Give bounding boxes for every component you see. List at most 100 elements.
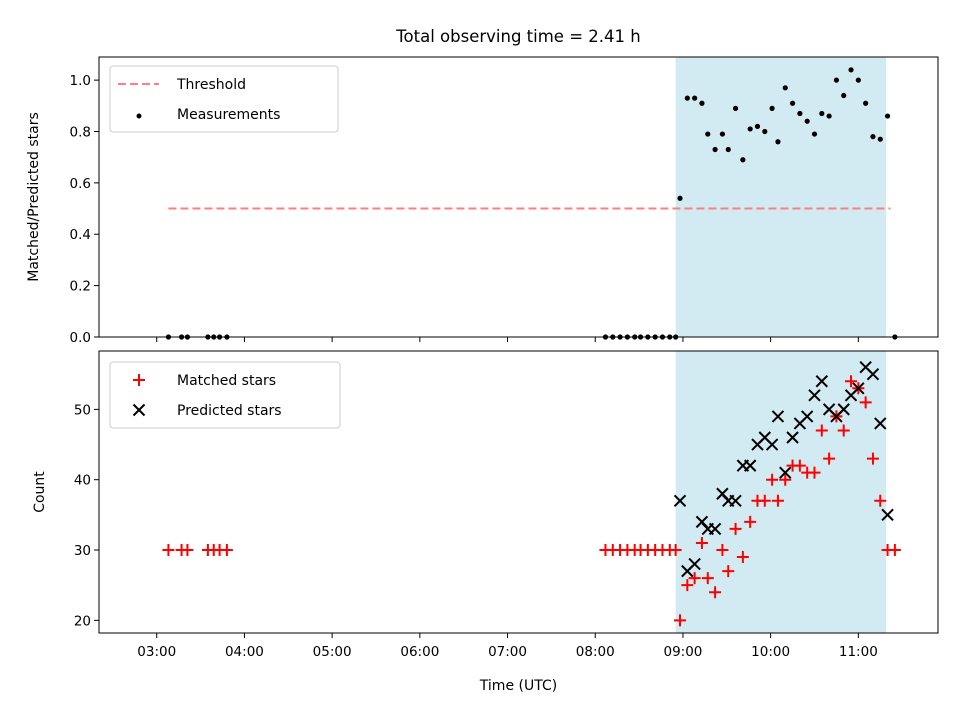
top-panel: 0.0 0.2 0.4 0.6 0.8 1.0 Matched/Predicted sta… — [26, 56, 939, 346]
measurements-legend-swatch — [136, 113, 142, 119]
measurement-point — [775, 139, 781, 145]
measurement-point — [811, 131, 818, 137]
y-tick-label: 0.8 — [70, 124, 91, 140]
measurement-point — [719, 131, 726, 137]
x-tick-label: 03:00 — [137, 644, 176, 660]
predicted-star-point — [786, 431, 799, 444]
predicted-star-point — [688, 557, 701, 571]
measurement-point — [769, 105, 775, 111]
measurement-point — [712, 146, 718, 153]
matched-star-point — [688, 572, 701, 585]
matched-star-point — [874, 494, 887, 507]
bottom-legend: Matched stars Predicted stars — [109, 361, 341, 429]
measurements-legend-label: Measurements — [177, 107, 280, 123]
measurement-point — [705, 131, 711, 137]
predicted-star-point — [815, 375, 829, 388]
predicted-star-point — [729, 494, 742, 507]
y-tick-label: 0.4 — [70, 227, 91, 243]
y-tick-label: 0.6 — [70, 176, 91, 192]
measurement-point — [863, 100, 869, 106]
top-plot-frame — [98, 56, 939, 338]
top-axis-ticks: 0.0 0.2 0.4 0.6 0.8 1.0 — [70, 73, 859, 346]
bottom-panel: 20 30 40 50 03:00 04:00 05:00 06:00 07:00 08:00 09… — [32, 350, 939, 694]
matched-star-point — [845, 375, 858, 388]
predicted-star-point — [800, 410, 814, 423]
top-y-axis-label: Matched/Predicted stars — [26, 112, 42, 282]
measurement-point — [841, 92, 847, 99]
matched-star-point — [220, 544, 233, 557]
x-tick-label: 04:00 — [225, 644, 264, 660]
matched-legend-swatch — [133, 374, 145, 386]
predicted-legend-label: Predicted stars — [177, 403, 282, 419]
predicted-legend-swatch — [132, 403, 146, 417]
y-tick-label: 40 — [74, 473, 91, 489]
predicted-star-point — [852, 382, 865, 395]
matched-star-point — [866, 452, 879, 465]
matched-legend-label: Matched stars — [177, 373, 276, 389]
observing-interval-shade-bottom — [675, 351, 887, 633]
matched-star-point — [758, 494, 771, 507]
x-tick-label: 10:00 — [751, 644, 790, 660]
measurement-point — [804, 118, 810, 124]
x-tick-label: 08:00 — [576, 644, 615, 660]
y-tick-label: 30 — [74, 543, 91, 559]
matched-star-point — [722, 565, 735, 578]
predicted-star-point — [837, 403, 850, 416]
bottom-plot-frame — [98, 350, 939, 634]
matched-star-point — [729, 522, 742, 535]
matched-star-point — [779, 473, 792, 486]
predicted-stars-points — [673, 360, 894, 578]
y-tick-label: 0.0 — [70, 330, 91, 346]
matched-star-point — [793, 459, 806, 472]
measurement-point — [870, 134, 876, 140]
predicted-star-point — [779, 466, 792, 479]
predicted-star-point — [765, 438, 779, 451]
predicted-star-point — [708, 522, 722, 536]
matched-star-point — [823, 452, 836, 465]
measurement-point — [762, 128, 768, 135]
measurement-point — [848, 67, 854, 73]
matched-stars-points — [162, 375, 901, 627]
measurement-point — [884, 113, 891, 119]
matched-star-point — [669, 544, 682, 557]
bottom-y-axis-label: Count — [32, 471, 48, 513]
matched-star-point — [859, 396, 872, 409]
measurement-point — [877, 136, 883, 142]
predicted-star-point — [808, 389, 821, 402]
measurement-point — [699, 100, 705, 106]
measurement-point — [684, 95, 690, 101]
measurement-point — [797, 110, 803, 117]
predicted-star-point — [673, 494, 687, 507]
measurement-point — [725, 146, 731, 153]
x-tick-label: 05:00 — [313, 644, 352, 660]
bottom-legend-box — [109, 361, 341, 429]
x-tick-label: 07:00 — [488, 644, 527, 660]
matched-star-point — [181, 544, 194, 557]
measurement-point — [833, 77, 840, 83]
matched-star-point — [681, 579, 694, 592]
matched-star-point — [701, 572, 714, 585]
matched-star-point — [837, 424, 850, 437]
matched-star-point — [815, 424, 828, 437]
measurement-point — [754, 123, 761, 129]
matched-star-point — [709, 586, 722, 599]
predicted-star-point — [771, 410, 785, 423]
matched-star-point — [716, 544, 729, 557]
x-tick-label: 09:00 — [663, 644, 702, 660]
predicted-star-point — [881, 508, 894, 522]
matched-star-point — [674, 614, 687, 627]
y-tick-label: 0.2 — [70, 279, 91, 295]
predicted-star-point — [866, 367, 880, 381]
predicted-star-point — [874, 417, 887, 430]
x-tick-label: 06:00 — [400, 644, 439, 660]
threshold-legend-label: Threshold — [176, 77, 246, 93]
observing-interval-shade — [675, 57, 887, 337]
top-legend: Threshold Measurements — [109, 65, 339, 133]
matched-star-point — [695, 536, 708, 549]
measurement-point — [740, 157, 746, 163]
measurement-point — [747, 126, 753, 132]
matched-star-point — [888, 544, 901, 557]
measurement-point — [819, 110, 825, 117]
matched-star-point — [766, 473, 779, 486]
